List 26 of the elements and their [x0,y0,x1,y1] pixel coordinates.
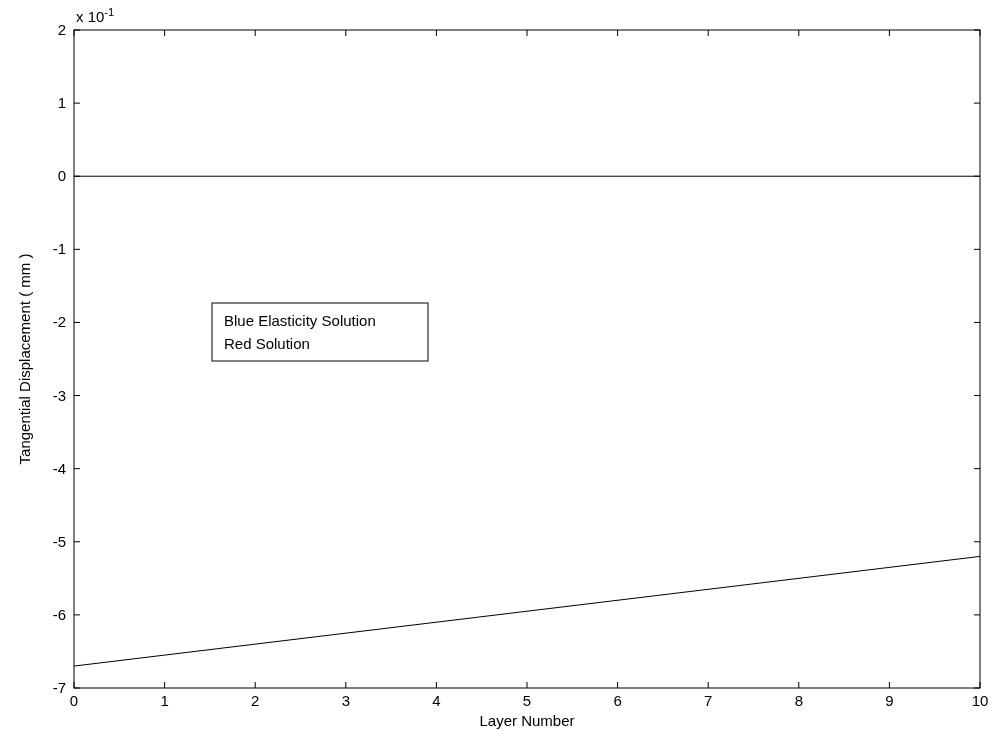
y-tick-label: 2 [57,21,66,38]
x-tick-label: 2 [251,692,260,709]
y-tick-label: -4 [52,459,66,477]
x-tick-label: 9 [885,692,894,709]
y-tick-label: -2 [52,313,66,331]
annotation: Red Solution [224,335,310,352]
y-axis-title: Tangential Displacement ( mm ) [16,253,33,465]
y-tick-label: -3 [52,386,66,404]
x-tick-label: 4 [432,692,441,709]
x-tick-label: 7 [704,692,713,709]
x-tick-label: 0 [69,692,79,709]
y-tick-label: -7 [52,679,66,696]
x-tick-label: 1 [160,692,169,709]
y-tick-label: 1 [57,94,66,112]
x-tick-label: 10 [971,692,989,709]
y-tick-label: 0 [57,167,66,185]
y-tick-label: -1 [52,240,66,258]
x-axis-title: Layer Number [479,712,575,729]
x-tick-label: 6 [613,692,622,709]
y-tick-label: -5 [52,532,66,550]
y-tick-label: -6 [52,605,66,623]
text: x 10$^{-1}$ [76,6,115,25]
annotation: Blue Elasticity Solution [224,312,376,329]
x-tick-label: 8 [794,692,803,709]
x-tick-label: 5 [522,692,532,709]
x-tick-label: 3 [341,692,350,709]
